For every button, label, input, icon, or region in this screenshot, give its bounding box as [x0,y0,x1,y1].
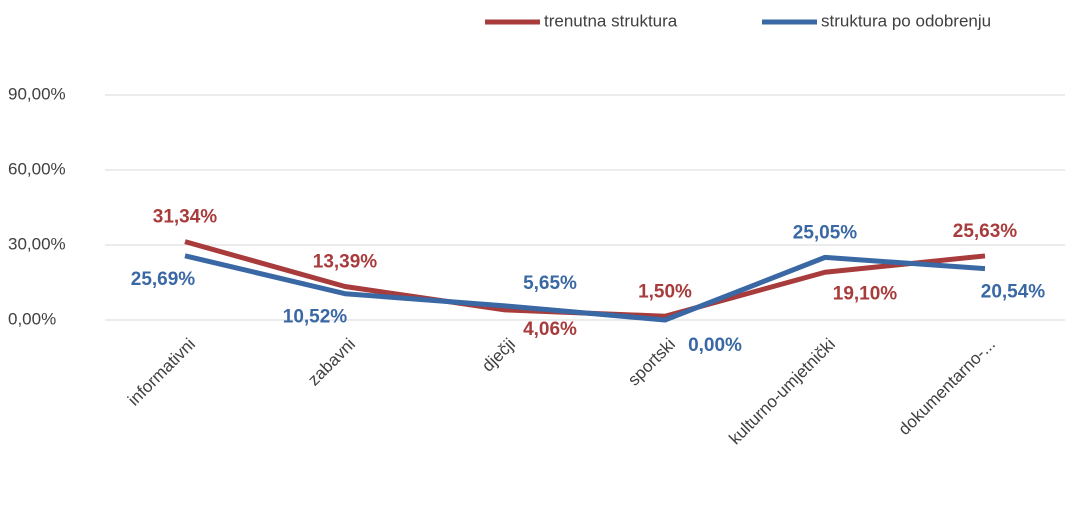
value-label: 25,63% [953,221,1018,242]
value-label: 25,05% [793,222,858,243]
y-tick-label: 30,00% [8,234,66,253]
value-label: 20,54% [981,282,1046,303]
x-tick-label: sportski [624,335,679,390]
series-line [184,253,986,323]
x-tick-label: informativni [124,335,199,410]
y-tick-label: 90,00% [8,84,66,103]
x-tick-label: dokumentarno-... [895,335,999,439]
value-label: 31,34% [153,207,218,228]
value-label: 5,65% [523,273,577,294]
legend-label: struktura po odobrenju [821,11,991,30]
y-tick-label: 0,00% [8,309,56,328]
value-label: 13,39% [313,252,378,273]
value-label: 1,50% [638,281,692,302]
value-label: 10,52% [283,307,348,328]
value-label: 0,00% [688,335,742,356]
x-tick-label: kulturno-umjetnički [725,335,839,449]
x-tick-label: dječji [478,335,519,376]
series-line [184,239,986,319]
value-label: 19,10% [833,283,898,304]
legend-label: trenutna struktura [544,11,678,30]
x-tick-label: zabavni [304,335,359,390]
value-label: 25,69% [131,269,196,290]
value-label: 4,06% [523,319,577,340]
y-tick-label: 60,00% [8,159,66,178]
